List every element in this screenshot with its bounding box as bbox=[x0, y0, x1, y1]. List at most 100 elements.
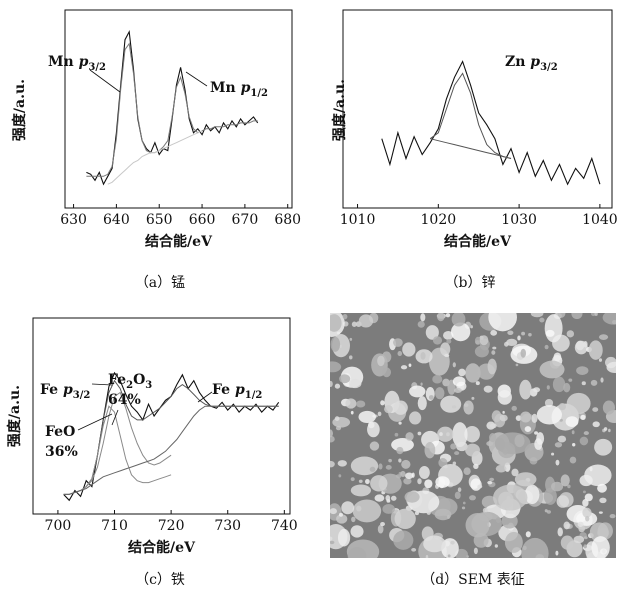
particle bbox=[583, 536, 588, 540]
particle bbox=[511, 405, 517, 411]
particle bbox=[380, 400, 385, 406]
particle bbox=[385, 495, 391, 501]
annotation-part: 3/2 bbox=[88, 62, 106, 73]
particle bbox=[454, 491, 461, 500]
particle bbox=[351, 516, 356, 523]
particle bbox=[435, 387, 445, 400]
particle bbox=[432, 374, 443, 384]
particle bbox=[557, 313, 566, 318]
particle bbox=[457, 487, 462, 493]
annotation-part: 3 bbox=[145, 380, 152, 391]
particle bbox=[426, 509, 431, 515]
particle bbox=[504, 531, 523, 553]
x-tick-label: 1030 bbox=[501, 212, 537, 228]
particle bbox=[524, 426, 532, 433]
particle bbox=[404, 472, 414, 479]
panel-caption: （b）锌 bbox=[445, 275, 496, 291]
particle bbox=[557, 527, 563, 537]
particle bbox=[602, 313, 616, 325]
annotation-part: p bbox=[63, 382, 73, 398]
particle bbox=[400, 365, 408, 370]
particle bbox=[507, 330, 514, 336]
particle bbox=[337, 460, 347, 467]
particle bbox=[450, 540, 455, 545]
particle bbox=[456, 441, 468, 452]
spectrum-line bbox=[63, 405, 172, 495]
particle bbox=[417, 396, 427, 411]
particle bbox=[439, 432, 443, 436]
particle bbox=[330, 429, 333, 438]
particle bbox=[475, 381, 480, 386]
particle bbox=[582, 507, 592, 518]
x-axis-label: 结合能/eV bbox=[145, 233, 213, 250]
leader-line bbox=[77, 413, 113, 431]
x-tick-label: 660 bbox=[189, 212, 216, 228]
particle bbox=[582, 498, 589, 507]
panel-caption: （c）铁 bbox=[135, 572, 185, 588]
particle bbox=[470, 478, 482, 491]
particle bbox=[420, 382, 423, 386]
particle bbox=[330, 361, 342, 373]
particle bbox=[555, 550, 559, 556]
particle bbox=[350, 456, 379, 476]
x-tick-label: 680 bbox=[274, 212, 301, 228]
particle bbox=[374, 494, 385, 502]
particle bbox=[489, 433, 497, 443]
leader-line bbox=[91, 383, 113, 386]
particle bbox=[400, 470, 406, 478]
particle bbox=[573, 535, 585, 544]
particle bbox=[458, 368, 466, 377]
particle bbox=[474, 336, 482, 345]
particle bbox=[502, 448, 508, 455]
particle bbox=[452, 362, 456, 368]
particle bbox=[530, 313, 544, 318]
spectrum-line bbox=[86, 29, 259, 186]
annotation-part: 3/2 bbox=[540, 62, 558, 73]
y-axis-label: 强度/a.u. bbox=[6, 385, 23, 447]
particle bbox=[533, 387, 541, 393]
particle bbox=[534, 438, 543, 450]
particle bbox=[560, 535, 574, 550]
x-tick-label: 630 bbox=[60, 212, 87, 228]
particle bbox=[592, 407, 599, 412]
particle bbox=[520, 411, 532, 423]
spectrum-line bbox=[63, 405, 279, 495]
particle bbox=[365, 478, 370, 485]
annotation-part: FeO bbox=[45, 424, 75, 440]
particle bbox=[452, 376, 466, 387]
spectrum-line bbox=[430, 138, 512, 159]
particle bbox=[479, 335, 489, 346]
particle bbox=[403, 477, 412, 485]
particle bbox=[491, 350, 496, 355]
particle bbox=[348, 378, 362, 389]
particle bbox=[583, 431, 589, 436]
particle bbox=[382, 503, 395, 514]
particle bbox=[563, 382, 571, 393]
annotation-part: Zn bbox=[505, 54, 530, 70]
particle bbox=[437, 426, 454, 442]
particle bbox=[452, 461, 457, 466]
particle bbox=[479, 511, 493, 522]
annotation: 64% bbox=[108, 392, 141, 408]
particle bbox=[370, 475, 388, 492]
particle bbox=[489, 423, 497, 429]
particle bbox=[453, 387, 462, 394]
particle bbox=[493, 484, 528, 511]
particle bbox=[338, 512, 343, 517]
annotation-part: 64% bbox=[108, 392, 141, 408]
particle bbox=[347, 547, 367, 558]
particle bbox=[473, 463, 479, 470]
particle bbox=[590, 379, 598, 386]
particle bbox=[563, 521, 570, 530]
x-tick-label: 1040 bbox=[582, 212, 618, 228]
particle bbox=[492, 346, 497, 350]
particle bbox=[571, 430, 575, 435]
particle bbox=[544, 344, 549, 350]
particle bbox=[598, 511, 603, 514]
particle bbox=[345, 398, 357, 409]
particle bbox=[409, 385, 426, 398]
particle bbox=[423, 535, 446, 553]
particle bbox=[341, 501, 355, 515]
particle bbox=[494, 544, 498, 548]
particle bbox=[566, 392, 591, 415]
